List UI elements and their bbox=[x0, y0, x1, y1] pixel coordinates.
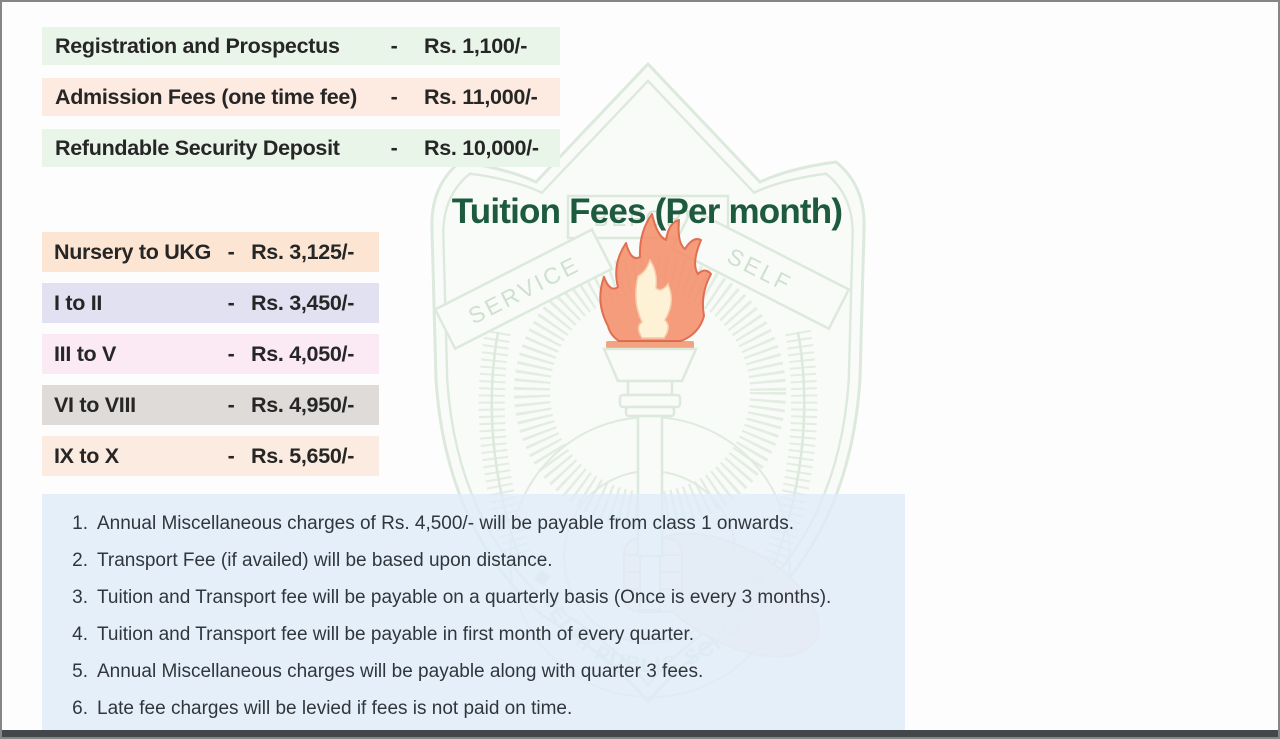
note-number: 1. bbox=[72, 512, 88, 534]
note-item: 4. Tuition and Transport fee will be pay… bbox=[42, 616, 905, 653]
fee-value: Rs. 5,650/- bbox=[251, 443, 355, 468]
note-item: 5. Annual Miscellaneous charges will be … bbox=[42, 653, 905, 690]
note-text: Annual Miscellaneous charges of Rs. 4,50… bbox=[97, 512, 795, 534]
fee-value: Rs. 10,000/- bbox=[424, 135, 539, 160]
tuition-fees-table: Nursery to UKG - Rs. 3,125/- I to II - R… bbox=[42, 232, 379, 487]
tuition-row-nursery-ukg: Nursery to UKG - Rs. 3,125/- bbox=[42, 232, 379, 272]
fee-label: Registration and Prospectus bbox=[55, 33, 340, 58]
fee-value: Rs. 4,950/- bbox=[251, 392, 355, 417]
note-text: Tuition and Transport fee will be payabl… bbox=[97, 586, 832, 608]
tuition-row-1-2: I to II - Rs. 3,450/- bbox=[42, 283, 379, 323]
class-range-label: IX to X bbox=[54, 443, 119, 468]
note-text: Transport Fee (if availed) will be based… bbox=[97, 549, 553, 571]
fee-row-admission: Admission Fees (one time fee) - Rs. 11,0… bbox=[42, 78, 560, 116]
fee-row-security-deposit: Refundable Security Deposit - Rs. 10,000… bbox=[42, 129, 560, 167]
flame-icon bbox=[599, 213, 712, 342]
note-number: 6. bbox=[72, 697, 88, 719]
torch bbox=[602, 341, 698, 611]
note-number: 4. bbox=[72, 623, 88, 645]
fee-label: Refundable Security Deposit bbox=[55, 135, 340, 160]
fee-separator: - bbox=[227, 290, 235, 315]
fee-value: Rs. 3,450/- bbox=[251, 290, 355, 315]
fee-row-registration: Registration and Prospectus - Rs. 1,100/… bbox=[42, 27, 560, 65]
fee-separator: - bbox=[390, 33, 398, 58]
note-item: 1. Annual Miscellaneous charges of Rs. 4… bbox=[42, 505, 905, 542]
fee-separator: - bbox=[227, 239, 235, 264]
note-item: 2. Transport Fee (if availed) will be ba… bbox=[42, 542, 905, 579]
class-range-label: Nursery to UKG bbox=[54, 239, 212, 264]
fee-value: Rs. 3,125/- bbox=[251, 239, 355, 264]
class-range-label: III to V bbox=[54, 341, 117, 366]
fee-separator: - bbox=[390, 84, 398, 109]
class-range-label: VI to VIII bbox=[54, 392, 136, 417]
fee-separator: - bbox=[227, 443, 235, 468]
tuition-row-3-5: III to V - Rs. 4,050/- bbox=[42, 334, 379, 374]
note-text: Tuition and Transport fee will be payabl… bbox=[97, 623, 695, 645]
note-item: 6. Late fee charges will be levied if fe… bbox=[42, 690, 905, 727]
note-number: 2. bbox=[72, 549, 88, 571]
fee-value: Rs. 11,000/- bbox=[424, 84, 538, 109]
note-number: 5. bbox=[72, 660, 88, 682]
fee-separator: - bbox=[227, 392, 235, 417]
footer-bar bbox=[2, 730, 1278, 737]
class-range-label: I to II bbox=[54, 290, 103, 315]
note-text: Late fee charges will be levied if fees … bbox=[97, 697, 573, 719]
fee-value: Rs. 1,100/- bbox=[424, 33, 528, 58]
fee-separator: - bbox=[227, 341, 235, 366]
fee-label: Admission Fees (one time fee) bbox=[55, 84, 357, 109]
notes-panel: 1. Annual Miscellaneous charges of Rs. 4… bbox=[42, 494, 905, 730]
fee-value: Rs. 4,050/- bbox=[251, 341, 355, 366]
tuition-row-9-10: IX to X - Rs. 5,650/- bbox=[42, 436, 379, 476]
note-text: Annual Miscellaneous charges will be pay… bbox=[97, 660, 704, 682]
tuition-row-6-8: VI to VIII - Rs. 4,950/- bbox=[42, 385, 379, 425]
fee-separator: - bbox=[390, 135, 398, 160]
upfront-fees-list: Registration and Prospectus - Rs. 1,100/… bbox=[42, 27, 560, 180]
tuition-fees-title: Tuition Fees (Per month) bbox=[451, 192, 843, 231]
note-item: 3. Tuition and Transport fee will be pay… bbox=[42, 579, 905, 616]
note-number: 3. bbox=[72, 586, 88, 608]
